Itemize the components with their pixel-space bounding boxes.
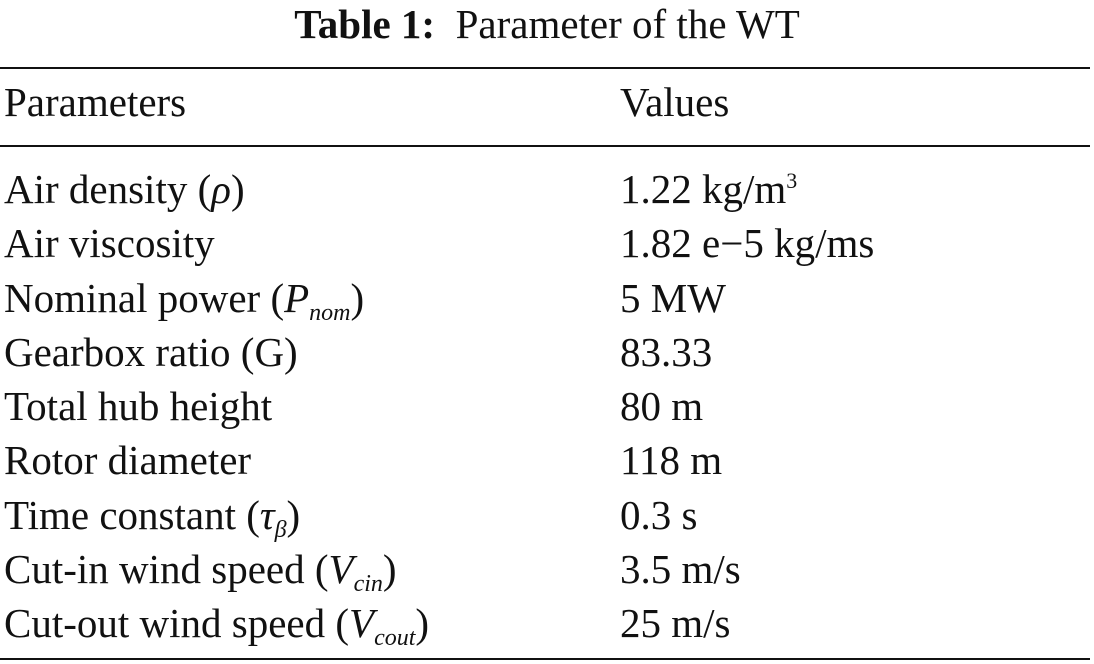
row-parameter: Gearbox ratio (G) xyxy=(4,328,298,375)
table-row: Rotor diameter 118 m xyxy=(0,435,1090,489)
table-row: Cut-in wind speed (Vcin) 3.5 m/s xyxy=(0,544,1090,598)
row-value: 83.33 xyxy=(620,328,713,375)
header-values: Values xyxy=(620,79,730,125)
row-value: 3.5 m/s xyxy=(620,546,741,593)
row-parameter: Air viscosity xyxy=(4,220,215,267)
row-value: 1.22 kg/m3 xyxy=(620,166,798,212)
table-top-rule xyxy=(0,67,1090,69)
table-row: Air viscosity 1.82 e−5 kg/ms xyxy=(0,218,1090,272)
table-caption-label: Table 1: xyxy=(294,1,436,47)
table-header-row: Parameters Values xyxy=(0,78,1090,126)
table-row: Cut-out wind speed (Vcout) 25 m/s xyxy=(0,598,1090,652)
row-value: 1.82 e−5 kg/ms xyxy=(620,220,875,267)
table-row: Gearbox ratio (G) 83.33 xyxy=(0,327,1090,381)
table-row: Total hub height 80 m xyxy=(0,381,1090,435)
table-row: Air density (ρ) 1.22 kg/m3 xyxy=(0,164,1090,218)
table-row: Time constant (τβ) 0.3 s xyxy=(0,490,1090,544)
table-caption: Table 1: Parameter of the WT xyxy=(0,0,1094,48)
table-body: Air density (ρ) 1.22 kg/m3 Air viscosity… xyxy=(0,164,1090,653)
row-parameter: Air density (ρ) xyxy=(4,166,245,212)
table-header-rule xyxy=(0,145,1090,147)
row-parameter: Cut-out wind speed (Vcout) xyxy=(4,600,430,652)
table-bottom-rule xyxy=(0,658,1090,660)
row-parameter: Cut-in wind speed (Vcin) xyxy=(4,546,397,598)
row-value: 118 m xyxy=(620,437,723,484)
row-value: 80 m xyxy=(620,383,704,430)
row-parameter: Time constant (τβ) xyxy=(4,491,301,543)
row-parameter: Total hub height xyxy=(4,383,273,430)
row-value: 25 m/s xyxy=(620,600,731,647)
table-row: Nominal power (Pnom) 5 MW xyxy=(0,273,1090,327)
row-value: 0.3 s xyxy=(620,491,698,538)
header-parameters: Parameters xyxy=(4,79,187,125)
row-parameter: Nominal power (Pnom) xyxy=(4,274,365,326)
row-value: 5 MW xyxy=(620,274,726,321)
table-caption-text: Parameter of the WT xyxy=(455,1,800,47)
row-parameter: Rotor diameter xyxy=(4,437,252,484)
